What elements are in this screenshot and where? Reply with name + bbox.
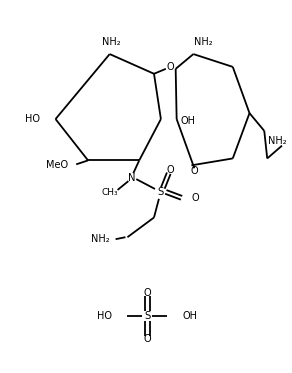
Text: HO: HO: [25, 114, 40, 124]
Text: N: N: [128, 173, 135, 183]
Text: O: O: [143, 333, 151, 344]
Text: HO: HO: [97, 311, 112, 321]
Text: NH₂: NH₂: [194, 37, 213, 47]
Text: CH₃: CH₃: [101, 188, 118, 197]
Text: OH: OH: [180, 116, 196, 126]
Text: NH₂: NH₂: [102, 37, 121, 47]
Text: NH₂: NH₂: [268, 136, 287, 146]
Text: O: O: [143, 288, 151, 298]
Text: S: S: [144, 311, 150, 321]
Text: O: O: [167, 62, 175, 72]
Text: O: O: [191, 166, 198, 176]
Text: S: S: [158, 187, 164, 197]
Text: MeO: MeO: [46, 160, 68, 170]
Text: OH: OH: [182, 311, 198, 321]
Text: NH₂: NH₂: [91, 234, 110, 244]
Text: O: O: [167, 165, 175, 175]
Text: O: O: [192, 193, 199, 203]
